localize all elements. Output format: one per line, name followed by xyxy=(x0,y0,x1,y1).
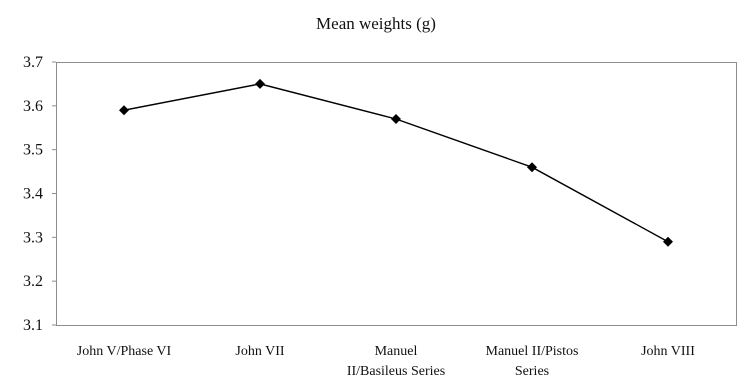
y-tick-label: 3.7 xyxy=(23,54,43,71)
x-tick-label: John VIII xyxy=(641,344,695,359)
plot-frame xyxy=(56,62,737,326)
y-tick-label: 3.4 xyxy=(23,186,43,203)
x-tick-label-line: John VII xyxy=(235,344,284,359)
x-tick-label: John VII xyxy=(235,344,284,359)
y-axis: 3.1 3.2 3.3 3.4 3.5 3.6 3.7 xyxy=(23,54,56,334)
data-point-marker xyxy=(663,236,673,247)
data-point-marker xyxy=(255,78,265,89)
x-tick-label-line: John V/Phase VI xyxy=(77,344,172,359)
x-tick-label-line: Manuel xyxy=(375,344,418,359)
chart-title: Mean weights (g) xyxy=(316,14,436,33)
y-tick-label: 3.1 xyxy=(23,317,43,334)
x-tick-label-line: Manuel II/Pistos xyxy=(486,344,579,359)
series-line xyxy=(123,83,669,243)
x-tick-label: Manuel II/Pistos Series xyxy=(486,344,579,379)
y-tick-label: 3.5 xyxy=(23,142,43,159)
y-tick-label: 3.2 xyxy=(23,273,43,290)
x-tick-label-line: Series xyxy=(515,364,549,379)
x-tick-label-line: II/Basileus Series xyxy=(347,364,445,379)
x-tick-label: John V/Phase VI xyxy=(77,344,172,359)
y-tick-label: 3.3 xyxy=(23,229,43,246)
y-tick-label: 3.6 xyxy=(23,98,43,115)
x-axis: John V/Phase VI John VII Manuel II/Basileus… xyxy=(77,344,695,379)
data-point-marker xyxy=(119,105,129,116)
x-tick-label-line: John VIII xyxy=(641,344,695,359)
data-point-marker xyxy=(527,162,537,173)
series-layer xyxy=(119,78,673,247)
data-point-marker xyxy=(391,113,401,124)
x-tick-label: Manuel II/Basileus Series xyxy=(347,344,445,379)
